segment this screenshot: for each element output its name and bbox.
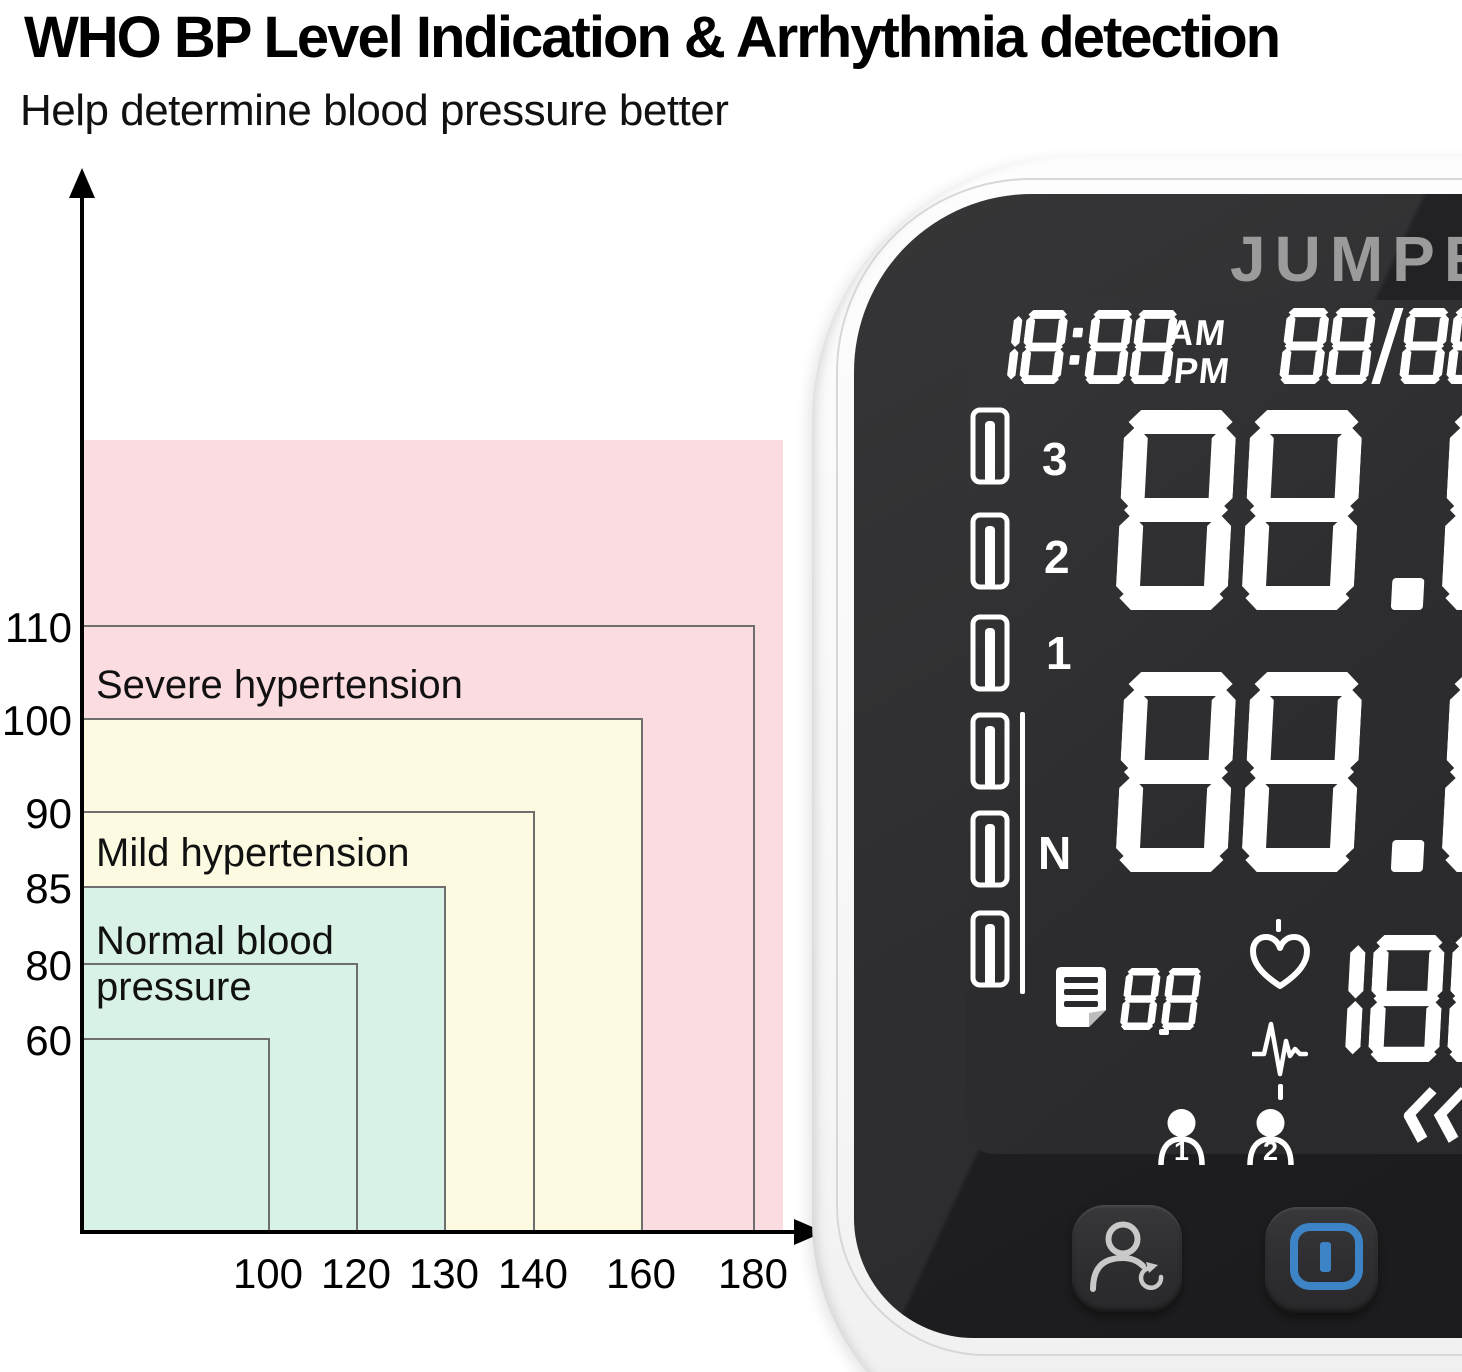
device-seam-line <box>836 178 1462 1356</box>
user1-icon <box>1158 1109 1205 1166</box>
user-switch-button[interactable] <box>1072 1205 1182 1312</box>
y-tick-label: 80 <box>25 942 72 989</box>
y-tick-label: 110 <box>5 604 72 651</box>
y-tick-label: 60 <box>25 1017 72 1064</box>
level-label-3: 3 <box>1042 433 1068 485</box>
user-switch-icon <box>1090 1221 1164 1292</box>
y-tick-label: 85 <box>25 865 72 912</box>
cuff-level-icon <box>970 407 1010 485</box>
power-button[interactable] <box>1265 1207 1378 1313</box>
pulse-display <box>1289 935 1462 1062</box>
memory-count-display <box>1119 968 1202 1030</box>
x-tick-label: 140 <box>497 1250 569 1297</box>
y-tick-label: 100 <box>1 697 72 744</box>
cuff-level-icon <box>970 712 1010 790</box>
user1-label: 1 <box>1173 1136 1190 1166</box>
level-scale-bar <box>1020 712 1025 994</box>
power-icon <box>1290 1223 1363 1290</box>
cuff-level-icon <box>970 512 1010 590</box>
x-axis-line <box>80 1230 796 1234</box>
memory-dash <box>1159 1029 1169 1035</box>
level-label-1: 1 <box>1046 627 1072 679</box>
heart-icon <box>1250 934 1310 989</box>
fast-deflate-chevrons-icon <box>1402 1087 1462 1143</box>
zone-label-severe: Severe hypertension <box>96 663 463 707</box>
boundary-rect-100-60 <box>82 1038 270 1232</box>
am-label: AM <box>1165 312 1229 353</box>
pm-label: PM <box>1171 350 1233 391</box>
cuff-level-icon <box>970 810 1010 888</box>
x-tick-label: 120 <box>320 1250 392 1297</box>
diastolic-display <box>1115 672 1462 872</box>
memory-document-icon <box>1056 967 1106 1027</box>
page-title: WHO BP Level Indication & Arrhythmia det… <box>24 5 1281 70</box>
ecg-dash <box>1278 1084 1283 1100</box>
x-tick-label: 130 <box>408 1250 480 1297</box>
zone-label-normal: Normal blood pressure <box>96 919 334 1009</box>
level-label-2: 2 <box>1044 531 1070 583</box>
power-icon-bar <box>1320 1242 1331 1272</box>
brand-logo: JUMPER <box>1230 223 1462 295</box>
y-axis-line <box>80 196 84 1234</box>
level-label-n: N <box>1038 827 1072 879</box>
ecg-pulse-icon <box>1252 1021 1308 1077</box>
user2-label: 2 <box>1262 1136 1279 1166</box>
y-tick-label: 90 <box>25 790 72 837</box>
page-subtitle: Help determine blood pressure better <box>20 86 729 135</box>
x-tick-label: 180 <box>717 1250 789 1297</box>
time-display <box>973 310 1178 384</box>
cuff-level-icon <box>970 910 1010 988</box>
date-display <box>1278 308 1462 384</box>
x-tick-label: 160 <box>605 1250 677 1297</box>
systolic-display <box>1115 410 1462 610</box>
cuff-level-icon <box>970 614 1010 692</box>
heart-dash <box>1276 919 1281 932</box>
zone-label-mild: Mild hypertension <box>96 831 410 875</box>
user2-icon <box>1247 1109 1294 1166</box>
y-axis-arrow-icon <box>69 168 95 198</box>
x-tick-label: 100 <box>232 1250 304 1297</box>
